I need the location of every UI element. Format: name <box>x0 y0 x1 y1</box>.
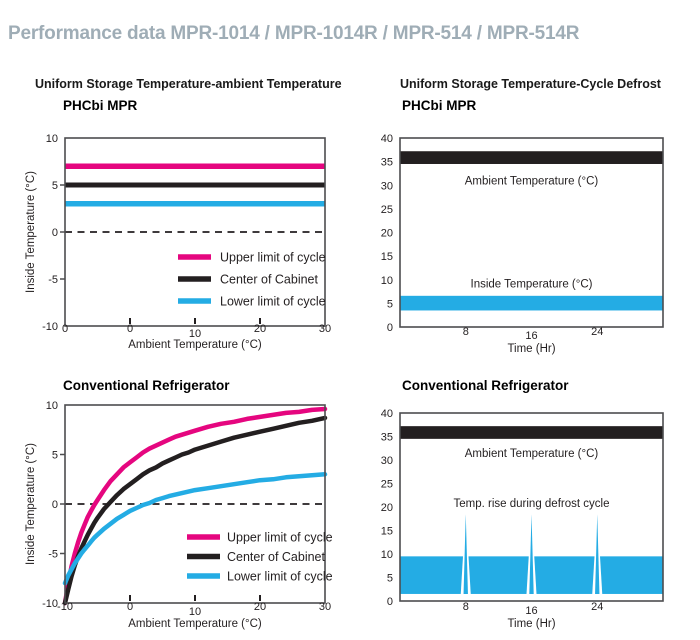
y-tick-label: 30 <box>381 455 393 467</box>
y-tick-label: 30 <box>381 180 393 192</box>
band-ambient-temperature-c <box>400 426 663 439</box>
spike-annotation: Temp. rise during defrost cycle <box>454 498 610 510</box>
x-tick-label: 16 <box>525 330 537 342</box>
x-tick-label: 8 <box>463 326 469 338</box>
plot-frame <box>399 137 664 328</box>
y-tick-label: 20 <box>381 228 393 240</box>
y-tick-label: 0 <box>387 322 393 334</box>
defrost-spike <box>529 514 534 594</box>
x-tick-label: 30 <box>319 601 331 613</box>
y-tick-label: 35 <box>381 157 393 169</box>
x-tick-label: 0 <box>127 601 133 613</box>
right-column-header: Uniform Storage Temperature-Cycle Defros… <box>400 77 661 91</box>
y-axis-title: Inside Temperature (°C) <box>25 171 37 293</box>
y-tick-label: 0 <box>52 227 58 239</box>
x-tick-label: 10 <box>189 328 201 340</box>
y-tick-label: 0 <box>387 596 393 608</box>
band-ambient-temperature-c <box>400 151 663 164</box>
x-tick-label: 0 <box>62 323 68 335</box>
y-tick-label: 10 <box>381 549 393 561</box>
x-tick-label: 30 <box>319 323 331 335</box>
x-tick-label: 20 <box>254 323 266 335</box>
y-tick-label: -5 <box>48 549 58 561</box>
x-axis-title: Time (Hr) <box>507 343 555 355</box>
y-tick-label: -5 <box>48 274 58 286</box>
y-tick-label: 15 <box>381 526 393 538</box>
page-title: Performance data MPR-1014 / MPR-1014R / … <box>8 22 580 44</box>
series-center-of-cabinet <box>62 415 328 606</box>
y-tick-label: 5 <box>387 298 393 310</box>
y-tick-label: 5 <box>52 450 58 462</box>
phcbi-ambient-chart-canvas: 10 5 0 -5 -10 0 0 10 20 30 Ambient Temperature (°C… <box>25 133 331 351</box>
band-inside-temperature-c <box>400 295 663 311</box>
y-tick-label: 5 <box>387 573 393 585</box>
y-tick-label: 35 <box>381 432 393 444</box>
conventional-defrost-chart-canvas: Ambient Temperature (°C) Temp. rise durin… <box>381 408 664 630</box>
x-axis-title: Ambient Temperature (°C) <box>128 618 262 630</box>
y-tick-label: -10 <box>42 321 58 333</box>
band-label-ambient-temperature-c: Ambient Temperature (°C) <box>465 448 599 460</box>
legend-label-lower-limit-of-cycle: Lower limit of cycle <box>220 295 326 309</box>
y-tick-label: 40 <box>381 408 393 420</box>
x-tick-label: 10 <box>189 606 201 618</box>
x-axis-title: Time (Hr) <box>507 618 555 630</box>
y-tick-label: 0 <box>52 499 58 511</box>
legend-label-upper-limit-of-cycle: Upper limit of cycle <box>220 251 326 265</box>
chart-title-conventional-ambient: Conventional Refrigerator <box>63 378 230 393</box>
y-axis-title: Inside Temperature (°C) <box>25 443 37 565</box>
y-tick-label: 25 <box>381 204 393 216</box>
defrost-spike <box>463 514 468 594</box>
x-tick-label: 8 <box>463 601 469 613</box>
legend-label-upper-limit-of-cycle: Upper limit of cycle <box>227 531 333 545</box>
x-tick-label: 24 <box>591 326 603 338</box>
left-column-header: Uniform Storage Temperature-ambient Temp… <box>35 77 342 91</box>
band-label-ambient-temperature-c: Ambient Temperature (°C) <box>465 176 599 188</box>
y-tick-label: 40 <box>381 133 393 145</box>
y-tick-label: 15 <box>381 251 393 263</box>
x-tick-label: 20 <box>254 601 266 613</box>
phcbi-defrost-chart-canvas: Ambient Temperature (°C) Inside Temperatu… <box>381 133 664 355</box>
chart-title-phcbi-defrost: PHCbi MPR <box>402 98 477 113</box>
x-tick-label: 24 <box>591 601 603 613</box>
x-tick-label: 16 <box>525 605 537 617</box>
legend-label-center-of-cabinet: Center of Cabinet <box>227 550 326 564</box>
series-lower-limit-of-cycle <box>62 472 328 586</box>
defrost-spike <box>595 514 600 594</box>
x-tick-label: -10 <box>57 601 73 613</box>
legend-label-lower-limit-of-cycle: Lower limit of cycle <box>227 570 333 584</box>
band-label-inside-temperature-c: Inside Temperature (°C) <box>471 279 593 291</box>
legend-label-center-of-cabinet: Center of Cabinet <box>220 273 319 287</box>
plot-frame <box>399 412 664 602</box>
y-tick-label: 25 <box>381 479 393 491</box>
chart-title-phcbi-ambient: PHCbi MPR <box>63 98 138 113</box>
x-axis-title: Ambient Temperature (°C) <box>128 339 262 351</box>
y-tick-label: 20 <box>381 502 393 514</box>
y-tick-label: 10 <box>46 133 58 145</box>
y-tick-label: 10 <box>381 275 393 287</box>
y-tick-label: 5 <box>52 180 58 192</box>
series-upper-limit-of-cycle <box>62 406 328 606</box>
y-tick-label: 10 <box>46 400 58 412</box>
y-tick-label: -10 <box>42 598 58 610</box>
chart-title-conventional-defrost: Conventional Refrigerator <box>402 378 569 393</box>
x-tick-label: 0 <box>127 323 133 335</box>
conventional-ambient-chart-canvas: 10 5 0 -5 -10 -10 0 10 20 30 Ambient Temperature (… <box>25 400 333 630</box>
